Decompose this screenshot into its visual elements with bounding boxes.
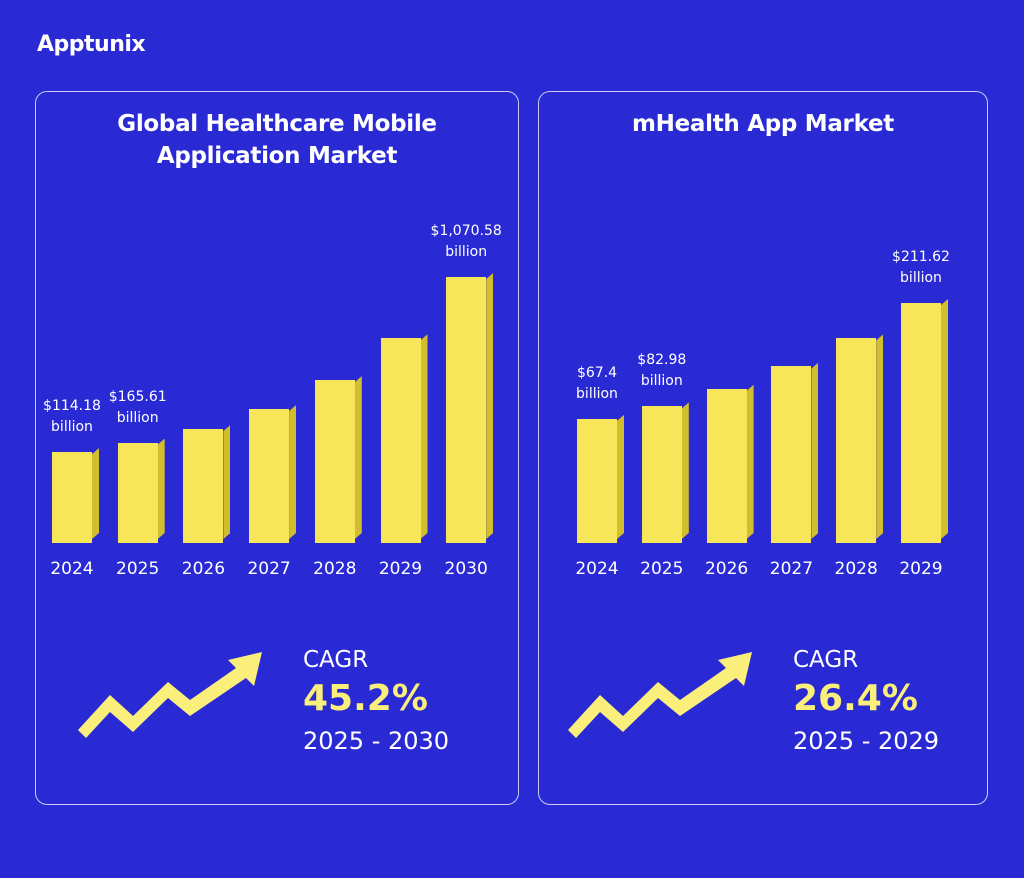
bar-side — [223, 425, 230, 539]
x-tick-label: 2026 — [704, 559, 749, 579]
bar — [577, 418, 617, 543]
data-label: $211.62 billion — [892, 249, 950, 286]
bar — [836, 338, 877, 543]
bar — [52, 452, 92, 543]
cagr-period: 2025 - 2029 — [793, 727, 940, 755]
x-tick-label: 2024 — [50, 559, 94, 579]
trend-arrow — [78, 652, 262, 738]
bar-side — [158, 439, 165, 539]
bar-side — [617, 415, 624, 539]
bar-side — [747, 385, 754, 539]
bar — [249, 409, 290, 543]
panel — [35, 91, 519, 805]
cagr-label: CAGR — [793, 647, 859, 673]
bar — [706, 388, 747, 543]
x-tick-label: 2026 — [181, 559, 226, 579]
x-tick-label: 2029 — [378, 559, 423, 579]
brand: Apptunix — [37, 32, 146, 57]
bar — [771, 366, 812, 543]
data-label: $1,070.58 billion — [430, 223, 502, 260]
cagr-period: 2025 - 2030 — [303, 727, 450, 755]
data-label: $82.98 billion — [637, 352, 687, 390]
bar — [183, 428, 224, 543]
x-tick-label: 2024 — [575, 559, 619, 579]
bar-side — [811, 362, 818, 539]
bar-side — [682, 402, 689, 539]
bar-side — [486, 273, 493, 539]
cagr-value: 45.2% — [303, 678, 428, 719]
bar — [117, 442, 158, 543]
data-label: $114.18 billion — [43, 398, 101, 436]
bar-side — [876, 334, 883, 539]
x-tick-label: 2027 — [247, 559, 291, 579]
trend-arrow — [568, 652, 752, 738]
cagr-label: CAGR — [303, 647, 369, 673]
x-tick-label: 2028 — [313, 559, 357, 579]
bar-side — [289, 405, 296, 539]
bar — [380, 338, 421, 543]
data-label: $67.4 billion — [576, 364, 618, 402]
x-tick-label: 2027 — [769, 559, 814, 579]
x-tick-label: 2028 — [834, 559, 878, 579]
bar-side — [941, 299, 948, 539]
bar — [314, 380, 355, 543]
x-tick-label: 2030 — [444, 559, 488, 579]
bar-side — [421, 334, 428, 539]
data-label: $165.61 billion — [108, 388, 167, 426]
panel — [538, 91, 988, 805]
chart-title: Global Healthcare Mobile Application Mar… — [117, 111, 437, 169]
bar-side — [355, 376, 362, 539]
bar — [901, 303, 941, 543]
x-tick-label: 2025 — [640, 559, 684, 579]
bar-side — [92, 448, 99, 539]
x-tick-label: 2025 — [116, 559, 160, 579]
x-tick-label: 2029 — [899, 559, 943, 579]
bar — [446, 277, 487, 543]
chart-title: mHealth App Market — [632, 111, 894, 137]
bar — [641, 406, 682, 543]
cagr-value: 26.4% — [793, 678, 918, 719]
